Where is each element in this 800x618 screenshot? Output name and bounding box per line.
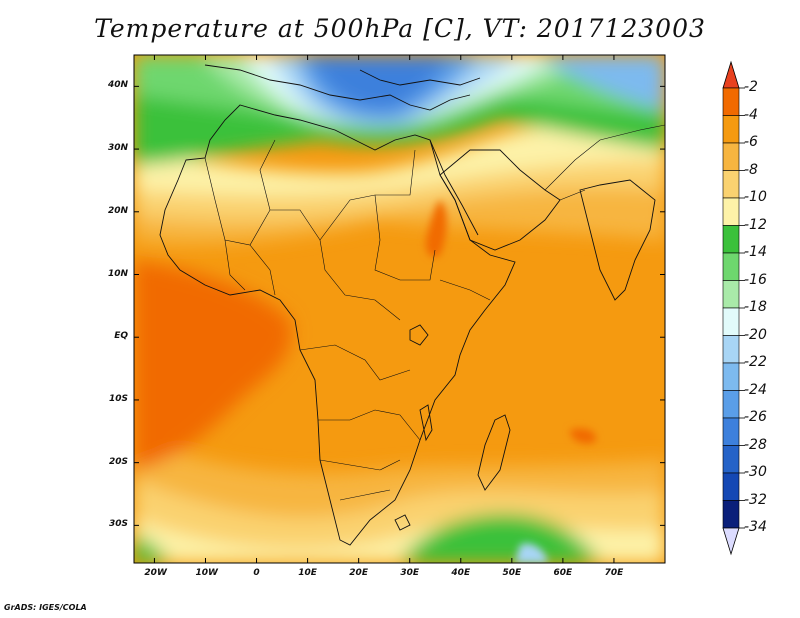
colorbar-level-label: -22 bbox=[744, 354, 767, 370]
colorbar-level-label: -12 bbox=[744, 216, 767, 233]
colorbar-level-label: -4 bbox=[744, 106, 758, 123]
lon-tick-label: 30E bbox=[400, 568, 420, 578]
axis-ticks bbox=[134, 55, 665, 563]
colorbar-bottom-arrow bbox=[722, 527, 740, 556]
colorbar-swatch bbox=[722, 225, 740, 254]
colorbar-swatch bbox=[722, 390, 740, 419]
lat-tick-label: EQ bbox=[114, 331, 128, 342]
colorbar-swatch bbox=[722, 445, 740, 474]
colorbar-top-arrow bbox=[722, 60, 740, 89]
colorbar-swatch bbox=[722, 417, 740, 446]
colorbar-swatch bbox=[722, 115, 740, 144]
lon-tick-label: 0 bbox=[253, 568, 260, 578]
credit-text: GrADS: IGES/COLA bbox=[4, 603, 87, 612]
colorbar-level-label: -32 bbox=[744, 491, 767, 508]
colorbar-level-label: -10 bbox=[744, 189, 767, 205]
plot-frame bbox=[133, 54, 666, 564]
lon-tick-label: 70E bbox=[604, 568, 624, 578]
colorbar-swatch bbox=[722, 362, 740, 391]
lat-tick-label: 10N bbox=[107, 268, 128, 279]
lat-tick-label: 20N bbox=[107, 205, 128, 216]
colorbar-swatch bbox=[722, 142, 740, 171]
colorbar-level-label: -28 bbox=[744, 436, 767, 453]
colorbar-swatch bbox=[722, 252, 740, 281]
lat-tick-label: 30S bbox=[108, 519, 128, 530]
lat-tick-label: 30N bbox=[107, 143, 128, 154]
colorbar-level-label: -26 bbox=[744, 409, 767, 425]
colorbar-level-label: -18 bbox=[744, 299, 767, 315]
colorbar-level-label: -8 bbox=[744, 161, 758, 178]
lon-tick-label: 40E bbox=[451, 568, 471, 578]
colorbar bbox=[722, 60, 745, 556]
colorbar-swatch bbox=[722, 472, 740, 501]
colorbar-level-label: -2 bbox=[744, 79, 758, 95]
colorbar-swatch bbox=[722, 197, 740, 226]
colorbar-level-label: -30 bbox=[744, 464, 767, 480]
colorbar-level-label: -24 bbox=[744, 381, 767, 398]
lon-tick-label: 10E bbox=[298, 568, 317, 578]
colorbar-level-label: -16 bbox=[744, 271, 767, 288]
colorbar-swatch bbox=[722, 335, 740, 364]
lat-tick-label: 40N bbox=[107, 80, 128, 91]
colorbar-level-label: -20 bbox=[744, 326, 767, 343]
colorbar-level-label: -34 bbox=[744, 519, 767, 535]
lon-tick-label: 50E bbox=[502, 568, 522, 578]
lon-tick-label: 20W bbox=[144, 568, 167, 578]
lon-tick-label: 60E bbox=[553, 568, 573, 578]
colorbar-swatch bbox=[722, 307, 740, 336]
country-borders bbox=[204, 124, 665, 501]
coastlines bbox=[159, 64, 656, 546]
colorbar-level-label: -14 bbox=[744, 244, 767, 260]
map-title: Temperature at 500hPa [C], VT: 201712300… bbox=[94, 14, 706, 43]
lat-tick-label: 20S bbox=[108, 456, 128, 467]
colorbar-level-label: -6 bbox=[744, 134, 758, 150]
colorbar-swatch bbox=[722, 280, 740, 309]
colorbar-swatch bbox=[722, 500, 740, 529]
colorbar-swatch bbox=[722, 87, 740, 116]
colorbar-swatch bbox=[722, 170, 740, 199]
lon-tick-label: 10W bbox=[195, 568, 218, 578]
lon-tick-label: 20E bbox=[349, 568, 368, 578]
temperature-field bbox=[134, 55, 665, 563]
lat-tick-label: 10S bbox=[108, 393, 128, 404]
